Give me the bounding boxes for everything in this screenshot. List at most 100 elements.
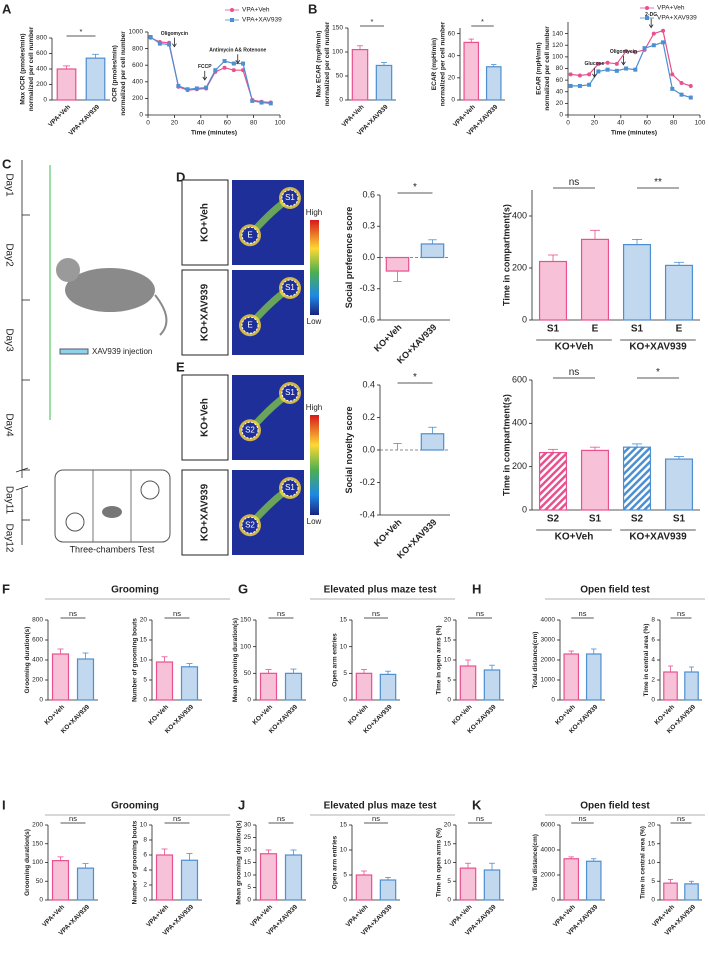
zone bbox=[241, 316, 259, 334]
section-title: Grooming bbox=[111, 585, 159, 596]
y-tick-label: 400 bbox=[32, 657, 43, 664]
group-label: KO+Veh bbox=[555, 342, 594, 353]
significance-label: ns bbox=[69, 609, 77, 618]
y-tick-label: 5 bbox=[447, 677, 451, 684]
mouse-tail bbox=[154, 294, 168, 336]
y-tick-label: 200 bbox=[512, 461, 527, 471]
point bbox=[651, 31, 656, 36]
point bbox=[596, 61, 601, 66]
y-axis-label: Number of grooming bouts bbox=[131, 618, 138, 702]
point bbox=[633, 50, 638, 55]
y-tick-label: 4 bbox=[143, 867, 147, 874]
point bbox=[250, 98, 255, 103]
x-tick-label: S1 bbox=[547, 324, 560, 335]
mouse-small bbox=[102, 506, 122, 518]
x-tick-label: S2 bbox=[631, 514, 644, 525]
bar bbox=[483, 869, 501, 901]
y-tick-label: 20 bbox=[140, 617, 148, 624]
point bbox=[587, 82, 592, 87]
y-tick-label: 2000 bbox=[541, 657, 556, 664]
y-axis-label: Open arm entries bbox=[331, 835, 338, 889]
zone-label: S2 bbox=[245, 425, 255, 434]
x-tick-label: KO+Veh bbox=[451, 704, 474, 727]
series-line bbox=[570, 29, 691, 87]
panel-label: B bbox=[308, 1, 317, 16]
y-tick-label: 4000 bbox=[541, 847, 556, 854]
bar bbox=[379, 673, 397, 701]
point bbox=[568, 83, 573, 88]
y-tick-label: 1000 bbox=[129, 29, 144, 36]
bar bbox=[622, 446, 652, 511]
y-tick-label: 0.3 bbox=[362, 221, 375, 231]
y-axis-label: Total distance(cm) bbox=[532, 632, 539, 689]
y-tick-label: 15 bbox=[444, 840, 452, 847]
legend-label: VPA+Veh bbox=[657, 5, 685, 12]
x-tick-label: VPA+Veh bbox=[47, 104, 72, 129]
y-tick-label: 0 bbox=[343, 697, 347, 704]
bar bbox=[459, 665, 477, 701]
y-tick-label: 2 bbox=[143, 882, 147, 889]
zone-label: S1 bbox=[285, 193, 295, 202]
y-tick-label: 5 bbox=[343, 872, 347, 879]
bar bbox=[585, 860, 602, 901]
y-axis-label: normalized per cell number bbox=[544, 26, 551, 111]
point bbox=[633, 67, 638, 72]
x-tick-label: KO+Veh bbox=[251, 704, 274, 727]
point bbox=[241, 61, 246, 66]
bar bbox=[420, 433, 445, 451]
zone bbox=[281, 189, 299, 207]
y-tick-label: 0 bbox=[339, 97, 343, 104]
x-tick-label: 20 bbox=[171, 120, 179, 127]
significance-label: * bbox=[656, 367, 660, 378]
panel-label: K bbox=[472, 797, 482, 812]
x-tick-label: S1 bbox=[631, 324, 644, 335]
significance-label: ns bbox=[277, 814, 285, 823]
significance-label: ns bbox=[579, 814, 587, 823]
y-tick-label: 0 bbox=[247, 897, 251, 904]
section-title: Grooming bbox=[111, 801, 159, 812]
y-tick-label: 6000 bbox=[541, 822, 556, 829]
bar bbox=[483, 669, 501, 701]
zone bbox=[281, 479, 299, 497]
bar bbox=[259, 853, 278, 901]
y-tick-label: 0 bbox=[43, 97, 47, 104]
zone-label: S1 bbox=[285, 483, 295, 492]
bar bbox=[663, 882, 678, 901]
day-label: Day2 bbox=[3, 243, 14, 267]
y-tick-label: 800 bbox=[32, 617, 43, 624]
arrow-head bbox=[235, 60, 241, 64]
point bbox=[679, 81, 684, 86]
x-tick-label: KO+Veh bbox=[43, 704, 66, 727]
y-tick-label: 10 bbox=[140, 822, 148, 829]
point bbox=[157, 41, 162, 46]
bar bbox=[56, 68, 77, 101]
group-label: KO+XAV939 bbox=[200, 283, 211, 341]
panel-label: F bbox=[2, 581, 10, 596]
bar bbox=[580, 238, 610, 321]
test-label: Three-chambers Test bbox=[70, 544, 155, 554]
zone-label: S1 bbox=[285, 388, 295, 397]
point bbox=[596, 69, 601, 74]
syringe bbox=[59, 348, 89, 355]
x-tick-label: 100 bbox=[275, 120, 286, 127]
y-tick-label: 0.0 bbox=[362, 444, 375, 454]
bar bbox=[259, 672, 278, 701]
y-tick-label: 15 bbox=[244, 859, 252, 866]
y-tick-label: 0.0 bbox=[362, 252, 375, 262]
bar bbox=[420, 243, 445, 259]
bar bbox=[485, 66, 502, 101]
x-tick-label: 60 bbox=[224, 120, 232, 127]
significance-label: ns bbox=[476, 814, 484, 823]
section-title: Elevated plus maze test bbox=[324, 585, 437, 596]
point bbox=[679, 92, 684, 97]
y-tick-label: 0.2 bbox=[362, 412, 375, 422]
point bbox=[204, 85, 209, 90]
point bbox=[642, 46, 647, 51]
y-tick-label: 100 bbox=[332, 49, 343, 56]
arrow-head bbox=[621, 61, 626, 66]
y-tick-label: 15 bbox=[648, 840, 656, 847]
bar bbox=[375, 64, 393, 101]
point bbox=[231, 68, 236, 73]
y-tick-label: 5 bbox=[343, 670, 347, 677]
y-tick-label: 0 bbox=[39, 697, 43, 704]
